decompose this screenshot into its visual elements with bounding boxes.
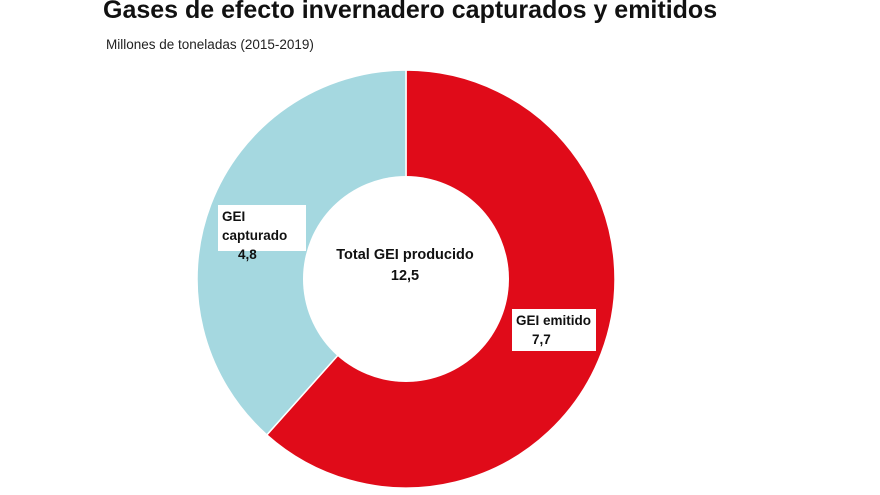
slice-gei-capturado xyxy=(196,69,407,436)
slice-label-value: 4,8 xyxy=(238,247,257,262)
slice-label-value: 7,7 xyxy=(532,332,551,347)
center-label-text: Total GEI producido xyxy=(336,247,474,263)
center-label: Total GEI producido 12,5 xyxy=(305,245,505,287)
slice-label-gei-emitido: GEI emitido 7,7 xyxy=(512,309,596,351)
slice-label-name: GEI emitido xyxy=(516,313,592,328)
chart-subtitle: Millones de toneladas (2015-2019) xyxy=(106,37,314,52)
chart-title: Gases de efecto invernadero capturados y… xyxy=(103,0,718,24)
center-label-value: 12,5 xyxy=(390,268,420,284)
slice-label-name: GEI capturado xyxy=(222,209,288,243)
donut-hole xyxy=(303,176,509,382)
slice-label-gei-capturado: GEI capturado 4,8 xyxy=(218,205,306,262)
